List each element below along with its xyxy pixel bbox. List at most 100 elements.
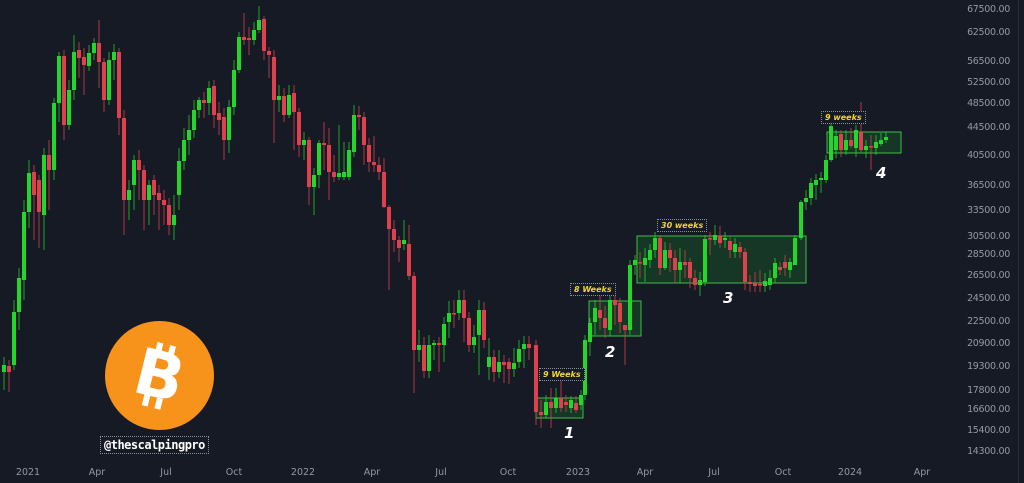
candle	[668, 243, 672, 272]
candle	[42, 148, 46, 250]
candle	[177, 148, 181, 210]
candle	[653, 232, 657, 258]
candle	[7, 360, 11, 392]
candle	[192, 100, 196, 138]
candle	[593, 300, 597, 335]
candle	[678, 248, 682, 283]
candle	[332, 155, 336, 182]
candle	[658, 235, 662, 275]
candle	[753, 272, 757, 292]
candle	[82, 48, 86, 95]
candle	[247, 27, 251, 55]
candle	[27, 160, 31, 228]
candle	[142, 165, 146, 230]
candle	[773, 258, 777, 283]
candle	[187, 115, 191, 155]
price-tick: 24500.00	[967, 293, 1010, 304]
candle	[834, 130, 838, 158]
candle	[598, 295, 602, 330]
candle	[22, 200, 26, 300]
time-tick: 2022	[290, 467, 316, 478]
candle	[307, 137, 311, 205]
candle	[588, 318, 592, 356]
candle	[232, 60, 236, 115]
consolidation-box-3	[636, 235, 807, 284]
candle	[57, 52, 61, 122]
candle	[392, 220, 396, 252]
price-tick: 14300.00	[967, 446, 1010, 457]
candle	[12, 300, 16, 370]
candle	[522, 336, 526, 368]
price-tick: 30500.00	[967, 231, 1010, 242]
candle	[608, 290, 612, 336]
candle	[337, 125, 341, 180]
candle	[92, 38, 96, 60]
candle	[869, 135, 873, 170]
candle	[497, 350, 501, 378]
candle	[849, 128, 853, 148]
price-tick: 16600.00	[967, 404, 1010, 415]
candle	[663, 242, 667, 270]
time-tick: 2023	[565, 467, 591, 478]
candle	[487, 338, 491, 380]
candle	[252, 22, 256, 45]
candle	[708, 232, 712, 255]
price-tick: 44500.00	[967, 122, 1010, 133]
price-tick: 52500.00	[967, 77, 1010, 88]
candle	[167, 198, 171, 235]
candle	[282, 88, 286, 122]
candle	[257, 6, 261, 33]
candle	[212, 80, 216, 128]
candle	[397, 236, 401, 262]
candle	[237, 32, 241, 73]
candle	[197, 97, 201, 118]
price-tick: 20900.00	[967, 338, 1010, 349]
candle	[728, 237, 732, 258]
candle	[549, 388, 553, 428]
time-tick: 2021	[15, 467, 41, 478]
price-tick: 22500.00	[967, 316, 1010, 327]
time-tick: Oct	[225, 467, 243, 478]
candle	[277, 85, 281, 112]
candle	[87, 45, 91, 71]
price-tick: 48500.00	[967, 98, 1010, 109]
candle	[783, 255, 787, 276]
candle	[859, 102, 863, 152]
candle	[648, 244, 652, 268]
candle	[117, 48, 121, 135]
candle	[502, 355, 506, 383]
candle	[809, 178, 813, 205]
price-tick: 56500.00	[967, 56, 1010, 67]
candle	[402, 220, 406, 250]
candle	[72, 35, 76, 100]
duration-label-2: 8 Weeks	[570, 283, 616, 296]
duration-label-1: 9 Weeks	[539, 368, 585, 381]
candle	[152, 175, 156, 215]
price-tick: 15400.00	[967, 425, 1010, 436]
price-tick: 62500.00	[967, 27, 1010, 38]
candle	[427, 335, 431, 378]
time-tick: Jul	[160, 467, 172, 478]
candle	[814, 174, 818, 200]
candle	[492, 350, 496, 382]
candle	[182, 128, 186, 170]
candle	[357, 106, 361, 130]
candle	[618, 298, 622, 333]
candle	[317, 140, 321, 188]
candle	[804, 190, 808, 210]
time-tick: Jul	[708, 467, 720, 478]
candle	[327, 128, 331, 200]
candle	[352, 105, 356, 157]
consolidation-boxes	[535, 131, 902, 419]
candle	[222, 108, 226, 160]
candle	[452, 300, 456, 328]
candle	[107, 52, 111, 105]
author-handle: @thescalpingpro	[100, 436, 209, 454]
candle	[718, 226, 722, 248]
candle	[613, 292, 617, 325]
price-tick: 40500.00	[967, 150, 1010, 161]
candle	[824, 155, 828, 183]
candle	[534, 340, 538, 425]
